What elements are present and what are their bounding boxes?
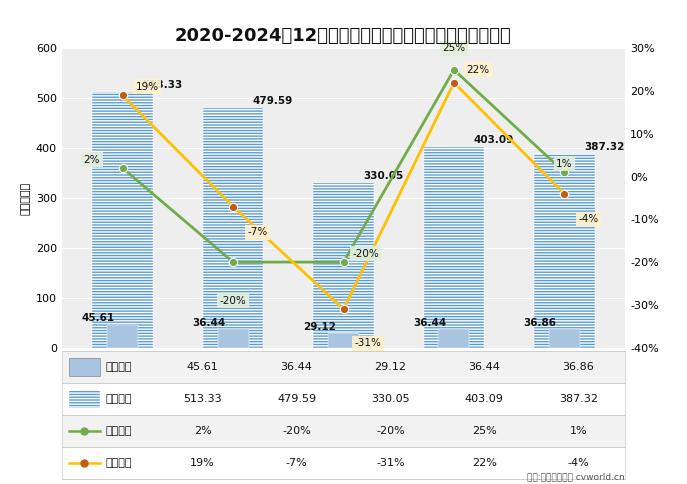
Text: 累计增幅: 累计增幅 <box>105 458 132 468</box>
Text: 2%: 2% <box>194 426 212 436</box>
Text: -20%: -20% <box>282 426 311 436</box>
Text: 36.44: 36.44 <box>413 318 447 328</box>
Bar <box>107 325 138 348</box>
Text: 36.44: 36.44 <box>469 362 500 372</box>
Text: 36.86: 36.86 <box>523 318 556 328</box>
Text: -20%: -20% <box>376 426 405 436</box>
Text: 403.09: 403.09 <box>474 135 514 145</box>
Text: 513.33: 513.33 <box>183 394 222 404</box>
Text: 同比增幅: 同比增幅 <box>105 426 132 436</box>
Text: 19%: 19% <box>190 458 215 468</box>
Text: 36.44: 36.44 <box>280 362 313 372</box>
Bar <box>203 108 263 348</box>
Text: 制图:第一商用车网 cvworld.cn: 制图:第一商用车网 cvworld.cn <box>528 472 625 482</box>
Text: 403.09: 403.09 <box>465 394 504 404</box>
Text: 累计销量: 累计销量 <box>105 394 132 404</box>
Text: 当月销量: 当月销量 <box>105 362 132 372</box>
Text: 330.05: 330.05 <box>371 394 409 404</box>
Text: 479.59: 479.59 <box>253 96 293 106</box>
Text: 25%: 25% <box>472 426 497 436</box>
Text: -7%: -7% <box>286 458 307 468</box>
Text: 1%: 1% <box>556 159 573 169</box>
Text: 25%: 25% <box>442 44 466 53</box>
Text: 387.32: 387.32 <box>559 394 598 404</box>
Text: -31%: -31% <box>376 458 405 468</box>
Text: 19%: 19% <box>135 82 159 92</box>
Bar <box>313 183 374 348</box>
Text: 479.59: 479.59 <box>277 394 316 404</box>
Text: 22%: 22% <box>466 65 490 75</box>
Text: -20%: -20% <box>220 296 247 305</box>
Text: 2%: 2% <box>83 154 100 165</box>
Text: 45.61: 45.61 <box>187 362 218 372</box>
Text: -4%: -4% <box>567 458 589 468</box>
Text: 1%: 1% <box>570 426 587 436</box>
Bar <box>218 330 249 348</box>
Bar <box>424 147 484 348</box>
Text: 29.12: 29.12 <box>303 321 336 332</box>
Bar <box>534 154 595 348</box>
Text: 387.32: 387.32 <box>585 142 624 152</box>
Text: 36.86: 36.86 <box>563 362 594 372</box>
Text: -31%: -31% <box>354 338 381 348</box>
Text: 330.05: 330.05 <box>363 171 404 181</box>
Text: 2020-2024年12月商用车销量及增幅走势（单位：万辆）: 2020-2024年12月商用车销量及增幅走势（单位：万辆） <box>175 27 512 45</box>
Text: 36.44: 36.44 <box>192 318 225 328</box>
Text: 29.12: 29.12 <box>374 362 407 372</box>
Bar <box>328 333 359 348</box>
Text: 513.33: 513.33 <box>142 79 183 90</box>
Bar <box>438 330 469 348</box>
Y-axis label: 单位：万辆: 单位：万辆 <box>21 182 30 214</box>
Text: -4%: -4% <box>578 214 599 225</box>
Text: 45.61: 45.61 <box>82 313 115 323</box>
Text: 22%: 22% <box>472 458 497 468</box>
Bar <box>549 329 580 348</box>
Text: -7%: -7% <box>247 227 267 237</box>
Text: -20%: -20% <box>352 248 379 258</box>
Bar <box>92 91 153 348</box>
